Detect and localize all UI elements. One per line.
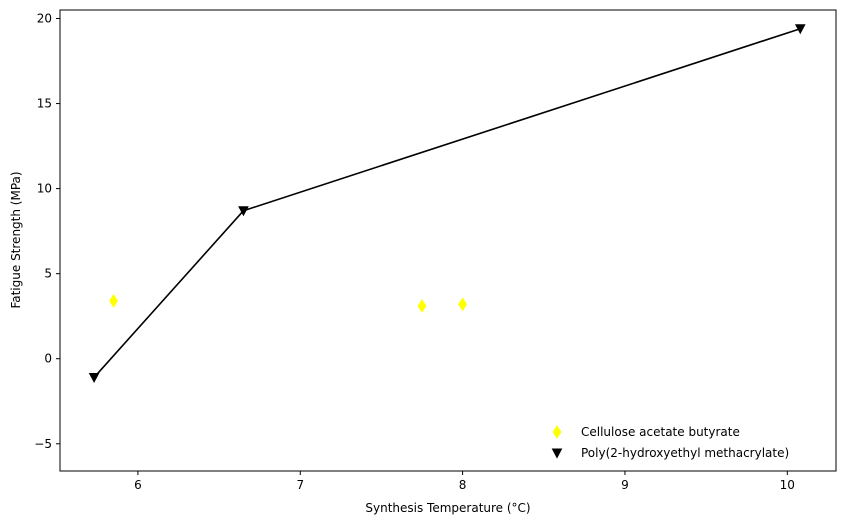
x-tick-label: 9 <box>621 478 629 492</box>
data-point <box>238 206 249 217</box>
x-axis: 6 7 8 9 10 <box>134 471 795 492</box>
y-tick-label: 0 <box>44 352 52 366</box>
y-tick-label: 5 <box>44 267 52 281</box>
data-point <box>794 24 806 35</box>
x-tick-label: 8 <box>459 478 467 492</box>
y-tick-label: 15 <box>37 97 52 111</box>
data-point <box>417 299 427 313</box>
y-tick-label: −5 <box>34 437 52 451</box>
data-point <box>88 372 100 384</box>
y-axis: −5 0 5 10 15 20 <box>34 12 60 451</box>
data-point <box>458 297 468 312</box>
y-tick-label: 10 <box>37 182 52 196</box>
legend-label: Cellulose acetate butyrate <box>581 425 740 439</box>
series-layer <box>88 24 806 384</box>
data-point <box>109 293 118 308</box>
x-tick-label: 10 <box>780 478 795 492</box>
plot-frame <box>59 9 837 472</box>
y-axis-label: Fatigue Strength (MPa) <box>9 171 23 308</box>
plot-area <box>60 10 836 471</box>
y-tick-label: 20 <box>37 12 52 26</box>
legend: Cellulose acetate butyrate Poly(2-hydroxy… <box>551 425 789 460</box>
legend-marker <box>552 425 562 439</box>
x-tick-label: 6 <box>134 478 142 492</box>
x-tick-label: 7 <box>296 478 304 492</box>
legend-marker <box>551 448 563 459</box>
legend-label: Poly(2-hydroxyethyl methacrylate) <box>581 446 789 460</box>
x-axis-label: Synthesis Temperature (°C) <box>365 501 530 515</box>
